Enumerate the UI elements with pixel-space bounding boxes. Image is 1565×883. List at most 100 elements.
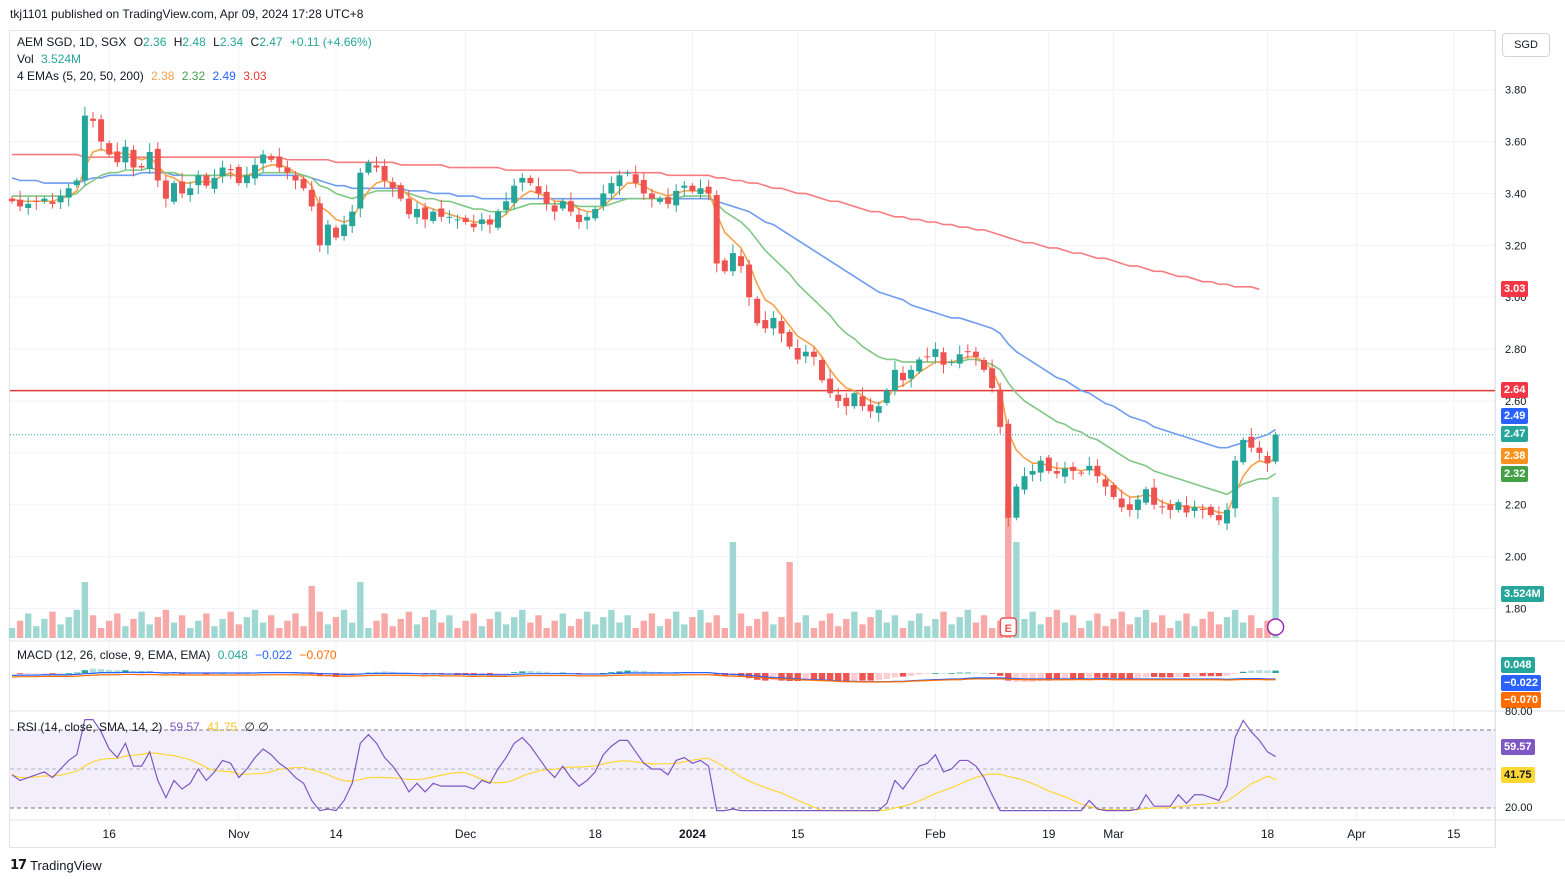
volume-bar: [292, 613, 299, 638]
candle-body: [1215, 515, 1222, 521]
candle-body: [90, 118, 96, 121]
macd-hist-bar: [778, 673, 785, 681]
volume-bar: [478, 626, 485, 638]
candle-body: [940, 352, 947, 365]
volume-bar: [851, 611, 858, 638]
macd-hist-bar: [640, 671, 647, 673]
candle-body: [924, 356, 931, 358]
candle-body: [519, 177, 526, 183]
candle-body: [260, 154, 267, 164]
candle-body: [584, 216, 591, 221]
macd-label: MACD (12, 26, close, 9, EMA, EMA): [17, 648, 211, 662]
volume-bar: [737, 613, 745, 638]
currency-button[interactable]: SGD: [1502, 33, 1550, 57]
volume-bar: [964, 609, 971, 638]
rsi-tag: 59.57: [1501, 739, 1535, 755]
candle-body: [187, 188, 194, 196]
volume-bar: [681, 624, 688, 638]
macd-hist-bar: [494, 673, 502, 675]
candle-body: [1005, 423, 1012, 518]
volume-bar: [1150, 622, 1158, 638]
volume-bar: [154, 617, 161, 638]
volume-bar: [1215, 624, 1223, 638]
x-tick-label: Dec: [455, 827, 476, 841]
macd-hist-bar: [859, 673, 866, 681]
volume-bar: [16, 620, 24, 638]
candle-body: [381, 165, 388, 181]
y-tick-label: 2.20: [1505, 500, 1526, 512]
volume-bar: [543, 628, 550, 638]
y-tick-label: 3.80: [1505, 85, 1526, 97]
volume-bar: [97, 628, 105, 638]
macd-hist-bar: [1272, 670, 1279, 673]
volume-bar: [268, 615, 275, 638]
candle-body: [1053, 471, 1060, 474]
macd-hist-bar: [932, 673, 939, 674]
candle-body: [810, 351, 817, 357]
macd-hist-value: 0.048: [217, 648, 248, 662]
volume-bar: [770, 624, 777, 638]
y-tick-label: 2.60: [1505, 396, 1526, 408]
candle-body: [114, 151, 121, 163]
x-tick-label: 16: [103, 827, 117, 841]
macd-hist-bar: [1240, 671, 1247, 673]
candle-body: [98, 119, 105, 142]
volume-bar: [713, 615, 720, 638]
x-tick-label: Nov: [228, 827, 249, 841]
volume-bar: [494, 611, 502, 638]
volume-bar: [300, 626, 307, 638]
candle-body: [875, 406, 882, 413]
macd-hist-bar: [122, 670, 129, 673]
candle-body: [883, 390, 890, 404]
macd-hist-bar: [373, 671, 380, 673]
candle-body: [195, 175, 202, 186]
volume-bar: [1118, 611, 1125, 638]
macd-hist-bar: [511, 672, 518, 673]
volume-bar: [835, 626, 842, 638]
x-tick-label: Apr: [1347, 827, 1366, 841]
volume-bar: [187, 628, 194, 638]
candle-body: [1021, 476, 1028, 490]
candle-body: [300, 178, 307, 189]
volume-bar: [1061, 622, 1069, 638]
candle-body: [511, 185, 518, 203]
volume-bar: [583, 611, 591, 638]
candle-body: [1062, 468, 1068, 477]
candle-body: [292, 175, 299, 181]
volume-bar: [575, 618, 583, 638]
macd-hist-bar: [1053, 673, 1061, 681]
volume-bar: [891, 615, 899, 638]
ohlc-close: C2.47: [251, 35, 283, 49]
volume-bar: [8, 628, 16, 638]
macd-hist-bar: [502, 673, 510, 674]
candle-body: [786, 331, 793, 347]
candle-body: [576, 214, 582, 222]
volume-bar: [810, 628, 818, 638]
x-tick-label: Feb: [925, 827, 946, 841]
open-value: 2.36: [143, 35, 167, 49]
volume-bar: [470, 613, 477, 638]
candle-body: [632, 174, 639, 184]
candle-body: [981, 359, 987, 370]
volume-bar: [1094, 613, 1101, 638]
candle-body: [624, 172, 631, 174]
candle-body: [1013, 486, 1020, 518]
volume-bar: [178, 615, 186, 638]
candle-body: [851, 393, 858, 407]
macd-hist-bar: [1118, 673, 1125, 679]
candle-body: [1045, 457, 1052, 472]
macd-hist-bar: [1029, 673, 1036, 682]
macd-hist-bar: [1142, 673, 1150, 678]
volume-bar: [948, 624, 955, 638]
volume-bar: [332, 617, 340, 638]
volume-bar: [875, 609, 882, 638]
x-tick-label: 18: [1261, 827, 1275, 841]
candle-body: [1183, 505, 1190, 513]
tradingview-logo[interactable]: 𝟭𝟳 TradingView: [10, 857, 102, 873]
x-tick-label: 15: [791, 827, 805, 841]
candle-body: [1175, 502, 1182, 510]
macd-hist-bar: [1175, 673, 1182, 677]
candle-body: [721, 260, 728, 272]
candle-body: [972, 351, 979, 357]
